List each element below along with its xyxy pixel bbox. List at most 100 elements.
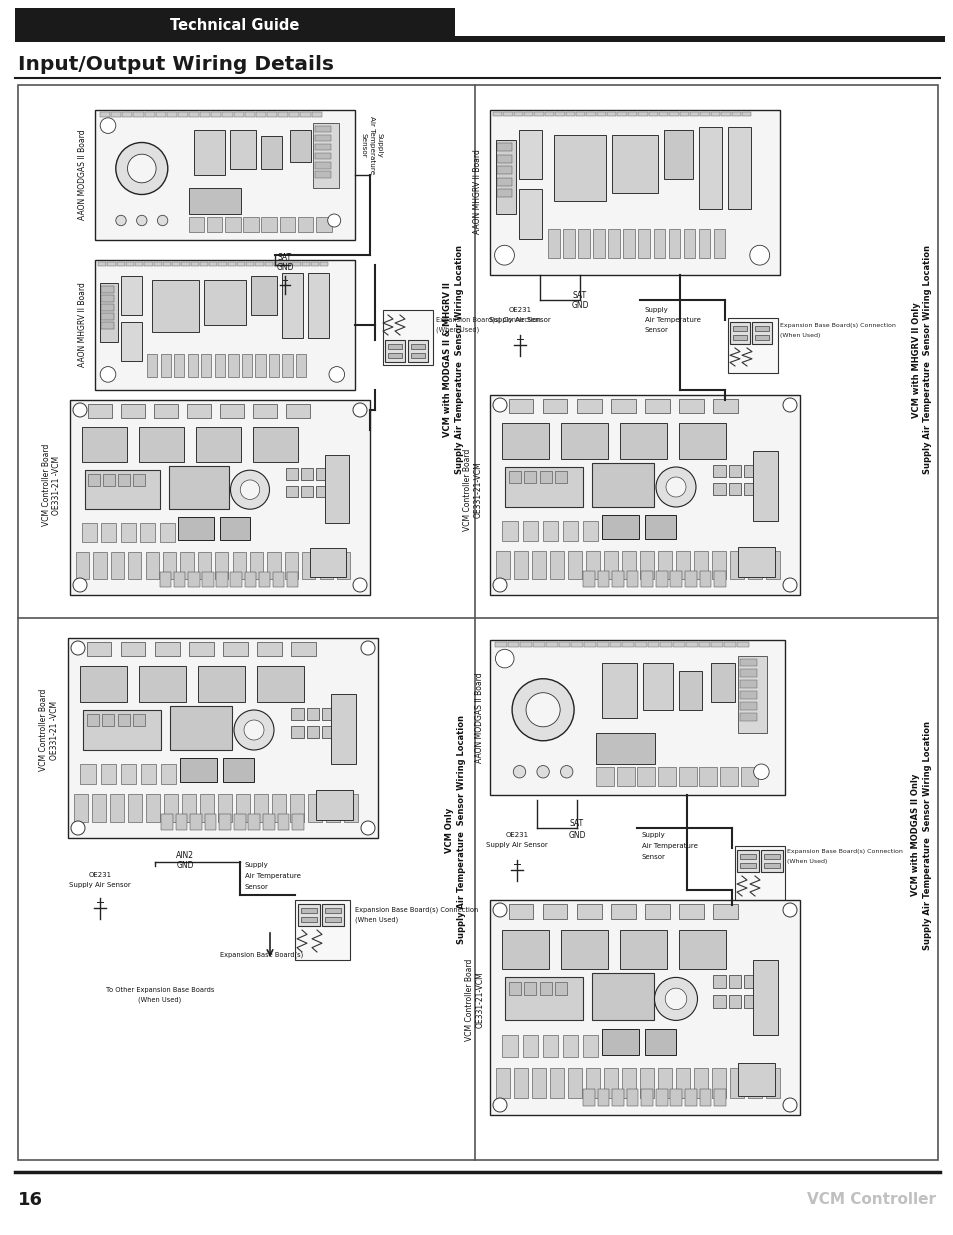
Bar — [202, 572, 213, 587]
Bar — [173, 353, 184, 377]
Bar — [508, 904, 533, 919]
Bar — [294, 900, 350, 960]
Bar — [644, 399, 669, 412]
Bar — [188, 353, 198, 377]
Bar — [545, 642, 558, 647]
Bar — [147, 353, 157, 377]
Bar — [493, 112, 502, 116]
Bar — [507, 642, 519, 647]
Bar — [107, 262, 115, 266]
Circle shape — [73, 578, 87, 592]
Bar — [659, 642, 672, 647]
Bar — [236, 262, 245, 266]
Bar — [214, 353, 225, 377]
Bar — [172, 262, 180, 266]
Bar — [301, 918, 316, 923]
Bar — [128, 794, 142, 823]
Bar — [258, 572, 270, 587]
Text: Technical Guide: Technical Guide — [171, 17, 299, 32]
Bar — [233, 814, 245, 830]
Bar — [291, 642, 315, 656]
Bar — [711, 1068, 725, 1098]
Bar — [728, 483, 740, 495]
Bar — [228, 353, 238, 377]
Bar — [121, 404, 145, 417]
Bar — [289, 112, 299, 117]
Bar — [608, 228, 619, 258]
Bar — [723, 642, 735, 647]
Bar — [603, 551, 618, 579]
Bar — [596, 112, 605, 116]
Bar — [550, 1068, 563, 1098]
Bar — [261, 136, 282, 168]
Bar — [132, 474, 145, 485]
Bar — [739, 669, 757, 677]
Bar — [728, 466, 740, 477]
Bar — [164, 794, 177, 823]
Bar — [200, 794, 213, 823]
Text: Supply: Supply — [245, 862, 269, 868]
Bar — [292, 814, 304, 830]
Text: Sensor: Sensor — [644, 327, 668, 333]
Bar — [610, 399, 635, 412]
Bar — [596, 734, 655, 764]
Bar — [88, 474, 100, 485]
Circle shape — [513, 766, 525, 778]
Bar — [737, 850, 759, 872]
Bar — [144, 262, 152, 266]
Bar — [155, 112, 166, 117]
Bar — [518, 189, 541, 238]
Bar — [290, 130, 311, 162]
Bar — [617, 112, 626, 116]
Bar — [568, 1068, 581, 1098]
Circle shape — [231, 471, 269, 509]
Text: Air Temperature: Air Temperature — [644, 317, 700, 324]
Bar — [496, 551, 509, 579]
Circle shape — [136, 215, 147, 226]
Bar — [642, 663, 672, 710]
Bar — [253, 794, 268, 823]
Bar — [619, 424, 666, 459]
Circle shape — [353, 578, 367, 592]
Bar — [713, 483, 725, 495]
Circle shape — [100, 117, 115, 133]
Bar — [101, 287, 114, 293]
Bar — [282, 353, 293, 377]
Bar — [411, 345, 424, 350]
Bar — [727, 317, 778, 373]
Bar — [644, 904, 669, 919]
Bar — [204, 279, 246, 325]
Bar — [734, 846, 784, 904]
Text: Input/Output Wiring Details: Input/Output Wiring Details — [18, 56, 334, 74]
Bar — [205, 814, 216, 830]
Bar — [514, 551, 527, 579]
Bar — [644, 1029, 676, 1055]
Text: (When Used): (When Used) — [436, 327, 478, 333]
Bar — [277, 814, 289, 830]
Bar — [547, 228, 559, 258]
Bar — [160, 353, 171, 377]
Bar — [315, 790, 353, 820]
Bar — [337, 708, 350, 720]
Bar — [582, 1035, 598, 1057]
Text: VCM Controller: VCM Controller — [806, 1193, 935, 1208]
Bar — [508, 982, 520, 994]
Bar — [523, 982, 536, 994]
Bar — [596, 767, 614, 785]
Bar — [612, 571, 623, 587]
Bar — [343, 794, 357, 823]
Circle shape — [525, 693, 559, 727]
Text: (When Used): (When Used) — [138, 997, 181, 1003]
Bar — [611, 135, 658, 193]
Bar — [562, 1035, 578, 1057]
Bar — [110, 794, 124, 823]
Bar — [679, 399, 703, 412]
Bar — [325, 918, 340, 923]
Bar — [139, 666, 186, 701]
Bar — [102, 714, 114, 726]
Bar — [193, 130, 225, 175]
Bar — [95, 261, 355, 390]
Bar — [218, 794, 232, 823]
Bar — [592, 973, 654, 1020]
Bar — [635, 642, 646, 647]
